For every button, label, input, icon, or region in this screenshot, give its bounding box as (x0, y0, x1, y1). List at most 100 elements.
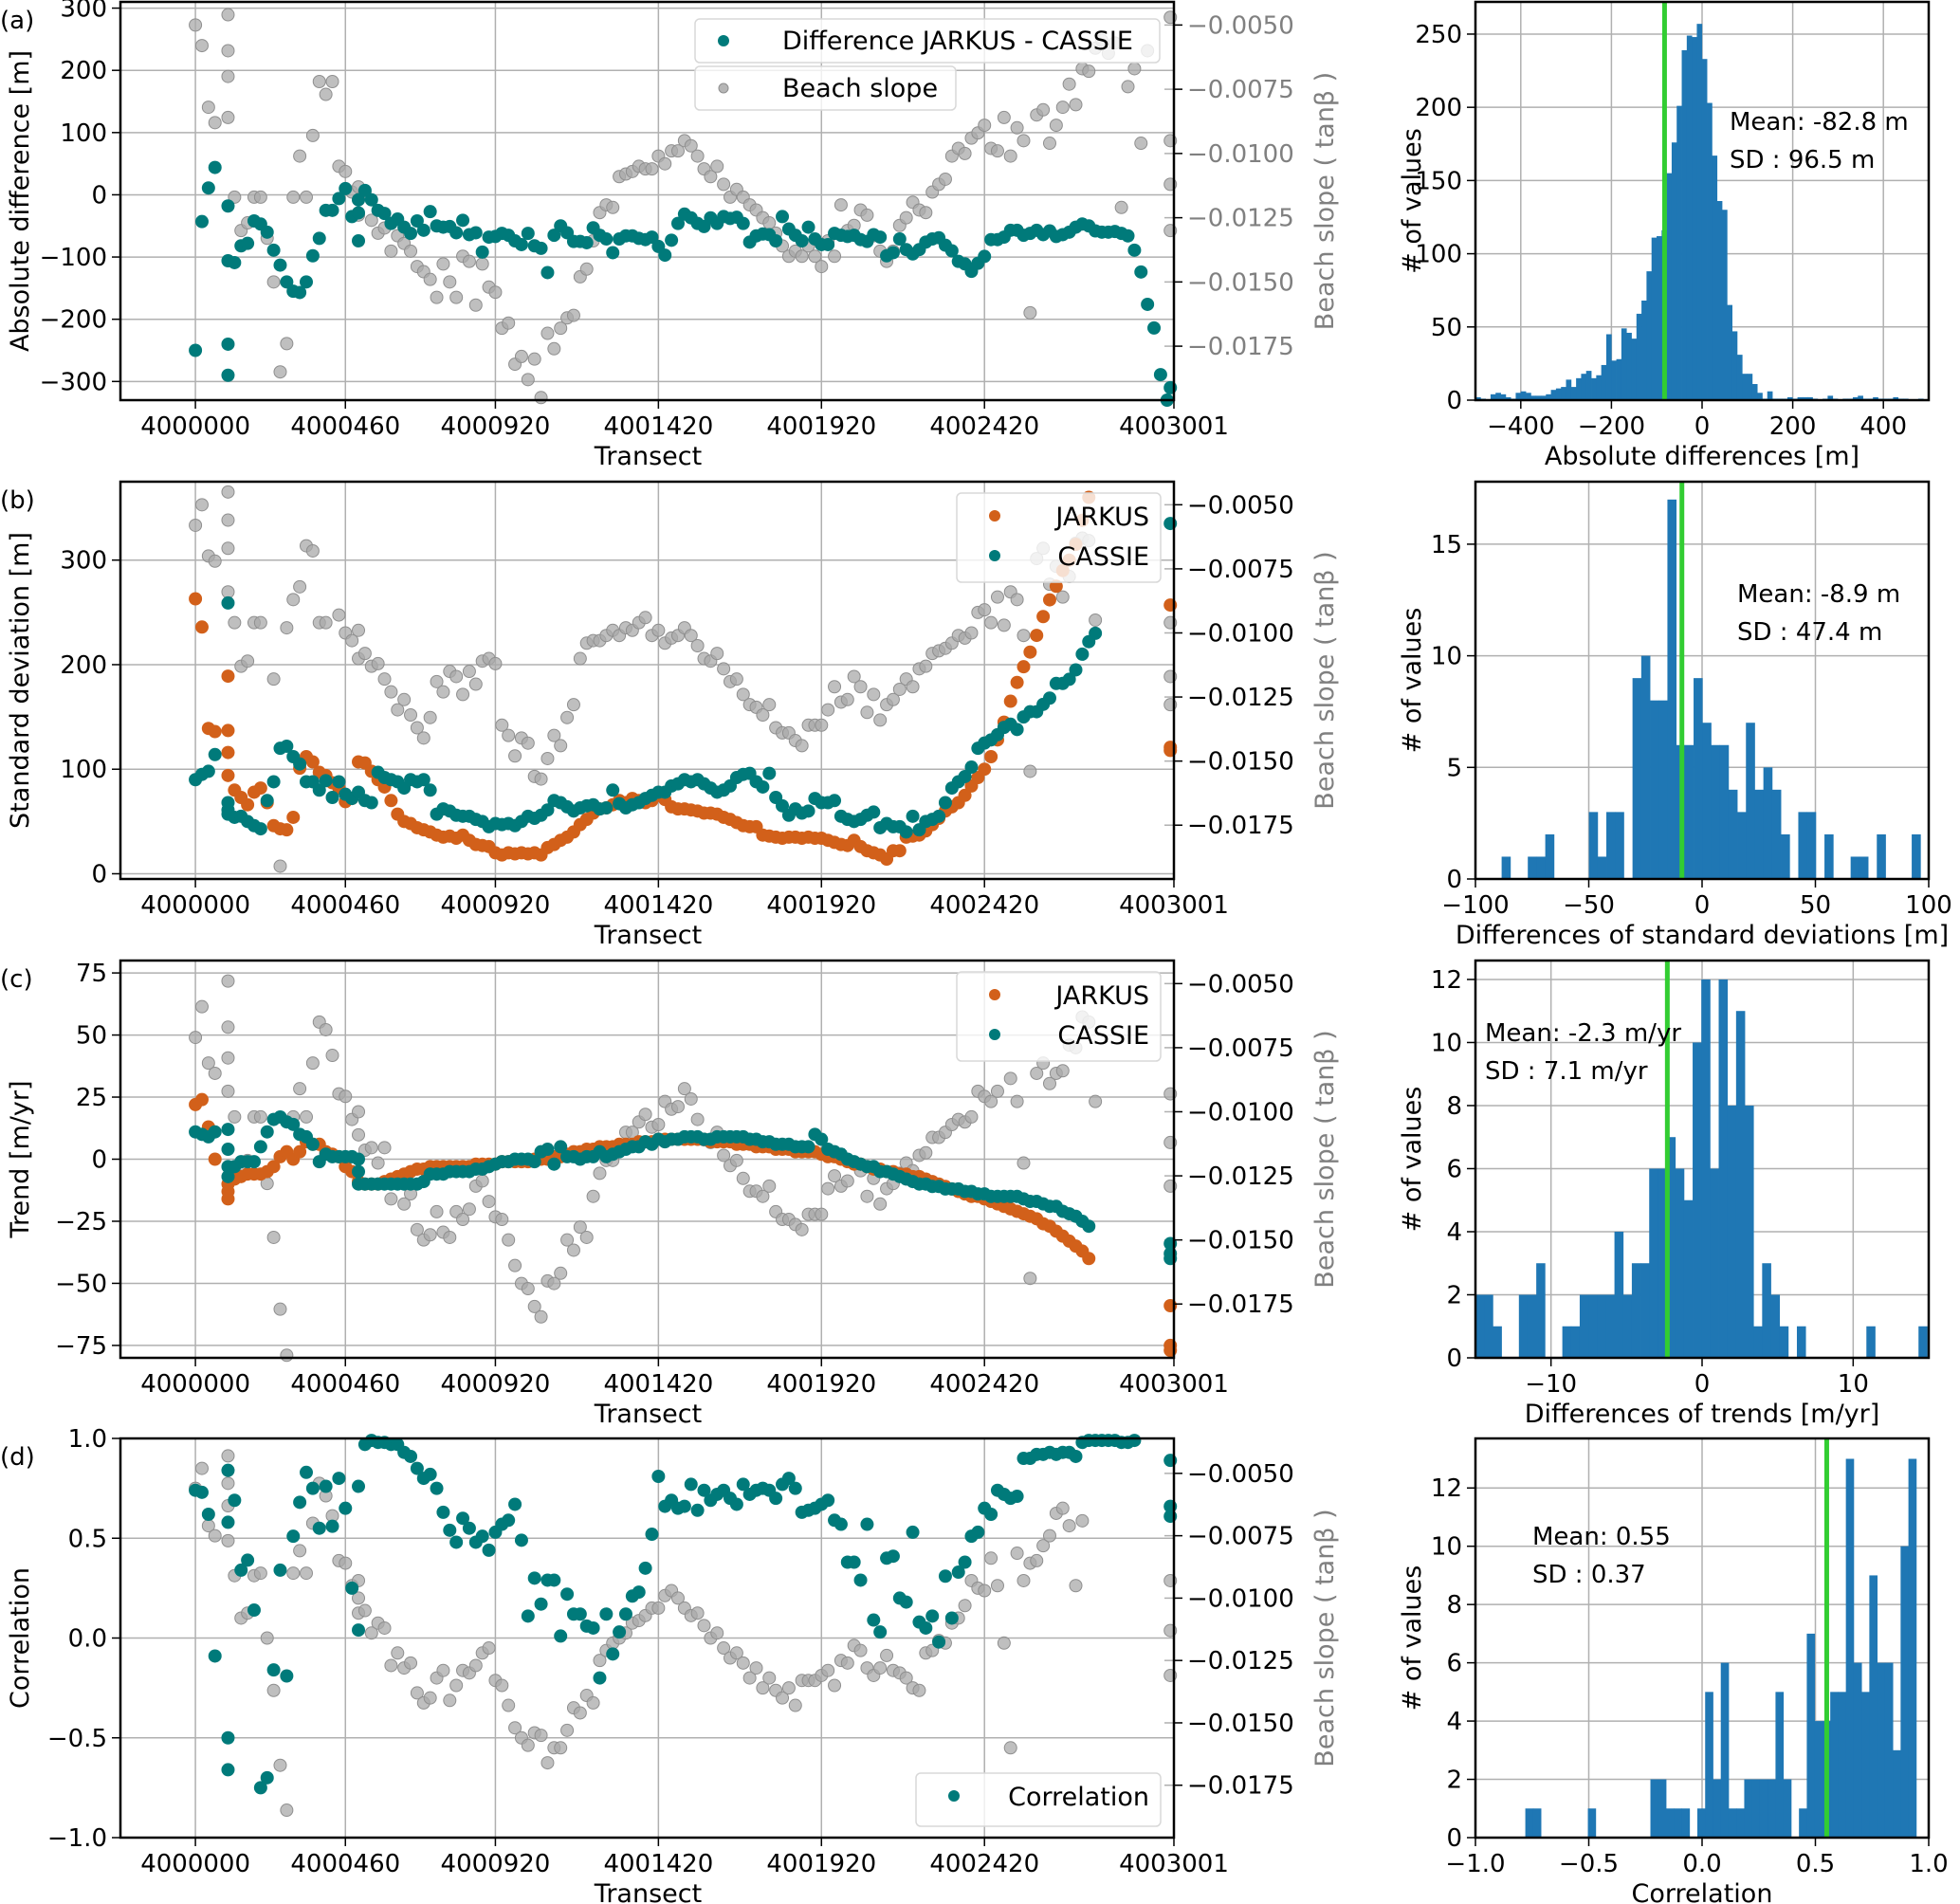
slope-point (352, 1105, 366, 1119)
data-point (606, 1647, 620, 1661)
data-point (1121, 229, 1135, 243)
slope-point (194, 498, 209, 512)
slope-point (384, 685, 398, 699)
slope-point (997, 110, 1011, 124)
data-point (241, 236, 255, 250)
slope-point (684, 629, 698, 643)
data-point (815, 1132, 829, 1146)
data-point (886, 1549, 900, 1564)
histogram-bar (1536, 1263, 1546, 1358)
slope-point (423, 1228, 437, 1242)
slope-point (273, 365, 287, 379)
slope-point (670, 144, 685, 158)
slope-point (527, 352, 541, 366)
histogram-bar (1783, 1779, 1792, 1838)
slope-point (684, 138, 698, 153)
slope-point (1010, 1094, 1024, 1108)
data-point (593, 1671, 607, 1685)
slope-point (384, 1192, 398, 1206)
slope-point (208, 116, 222, 130)
slope-point (475, 257, 489, 271)
sd-annotation: SD : 96.5 m (1730, 146, 1875, 174)
data-point (599, 1607, 614, 1621)
legend-box (956, 492, 1162, 583)
histogram-bar (1753, 1326, 1763, 1358)
slope-point (840, 1174, 854, 1188)
histogram-bar (1728, 1808, 1737, 1838)
y-tick-label: 1.0 (68, 1425, 107, 1454)
data-point (352, 1623, 366, 1638)
slope-point (208, 1066, 222, 1080)
data-point (801, 804, 815, 818)
data-point (540, 803, 555, 817)
data-point (978, 249, 992, 264)
slope-point (847, 669, 861, 684)
y-tick-label: 200 (60, 57, 107, 85)
histogram-bar (1798, 812, 1808, 879)
slope-point (319, 1022, 333, 1036)
data-point (964, 760, 979, 775)
data-point (736, 216, 750, 230)
slope-point (749, 1661, 763, 1675)
slope-point (443, 1693, 457, 1708)
data-point (221, 595, 235, 610)
y-tick-label: 0 (1446, 387, 1462, 415)
slope-point (762, 698, 777, 712)
slope-point (332, 608, 346, 622)
histogram-bar (1744, 1779, 1753, 1838)
scatter-panel-d-scatter: 4000000 4000460 4000920 4001420 4001920 40024… (0, 1425, 1340, 1904)
histogram-bar (1601, 364, 1607, 400)
data-point (1134, 265, 1148, 279)
legend: JARKUS CASSIE (956, 971, 1162, 1062)
y-tick-label: 6 (1446, 1650, 1462, 1678)
slope-point (253, 615, 267, 630)
y-tick-label: 10 (1431, 643, 1462, 671)
histogram-bar (1754, 789, 1765, 879)
x-tick-label: 4000460 (290, 412, 400, 441)
slope-point (339, 164, 353, 178)
slope-point (325, 1049, 339, 1063)
histogram-bar (1908, 1458, 1917, 1838)
data-point (665, 233, 679, 247)
slope-point (521, 736, 535, 750)
y-tick-label: 0 (91, 1146, 107, 1175)
y-tick-label: 100 (1415, 241, 1462, 269)
x-tick-label: −1.0 (1445, 1850, 1505, 1878)
histogram-bar (1676, 105, 1682, 400)
slope-point (1003, 1071, 1017, 1086)
data-point (684, 1477, 698, 1492)
histogram-bar (1475, 1294, 1485, 1358)
slope-point (241, 654, 255, 668)
data-point (1042, 691, 1056, 705)
histogram-panel-c-hist: −10 0 10 0 2 4 6 8 10 12 Differences of trends [m/… (1398, 959, 1931, 1429)
y-tick-label: 150 (1415, 167, 1462, 195)
histogram-bar (1850, 856, 1860, 879)
slope-point (912, 1683, 926, 1697)
slope-point (228, 1109, 242, 1124)
histogram-bar (1681, 49, 1688, 401)
slope-point (762, 1179, 777, 1193)
scatter-panel-a-scatter: 4000000 4000460 4000920 4001420 4001920 40024… (0, 0, 1340, 471)
slope-point (1010, 1547, 1024, 1561)
data-point (867, 1613, 881, 1627)
slope-point (560, 1723, 575, 1737)
histogram-bar (1550, 390, 1557, 400)
mean-annotation: Mean: 0.55 (1532, 1523, 1671, 1551)
data-point (958, 769, 972, 783)
y-tick-label: 50 (76, 1022, 107, 1051)
data-point (847, 1555, 861, 1569)
histogram-bar (1566, 379, 1572, 400)
slope-point (742, 1671, 757, 1685)
histogram-bars (1475, 24, 1924, 401)
data-point (462, 1521, 476, 1535)
data-point (299, 275, 313, 289)
x-tick-label: 4002420 (929, 891, 1039, 920)
x-axis-label: Transect (594, 1400, 702, 1429)
x-tick-label: 4001920 (766, 412, 876, 441)
slope-point (821, 1663, 835, 1677)
series-correlation (189, 1434, 1178, 1795)
x-axis-label: Correlation (1632, 1879, 1773, 1904)
histogram-bars (1475, 979, 1928, 1358)
slope-point (756, 1189, 770, 1203)
slope-point (638, 611, 652, 625)
